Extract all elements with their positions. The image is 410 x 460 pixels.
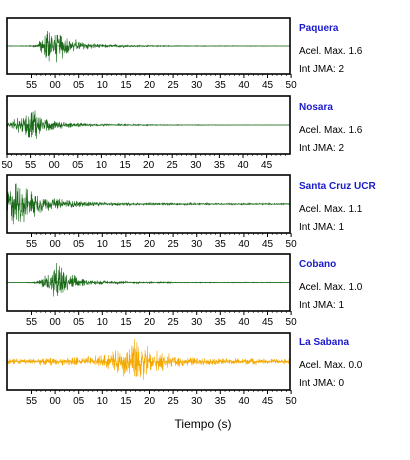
- tick-label-4-4: 15: [120, 317, 132, 328]
- panel-frame-5: [6, 332, 291, 391]
- waveform-4: [6, 262, 291, 297]
- accel-max-1: Acel. Max. 1.6: [299, 46, 363, 57]
- tick-label-3-8: 35: [215, 239, 227, 250]
- tick-label-2-2: 00: [49, 160, 61, 171]
- tick-label-4-8: 35: [215, 317, 227, 328]
- tick-label-5-2: 05: [73, 396, 85, 407]
- tick-label-1-5: 20: [144, 80, 156, 91]
- station-name-5: La Sabana: [299, 337, 350, 348]
- jma-intensity-5: Int JMA: 0: [299, 378, 345, 389]
- tick-label-2-11: 45: [261, 160, 273, 171]
- station-name-4: Cobano: [299, 259, 337, 270]
- tick-label-3-5: 20: [144, 239, 156, 250]
- panel-frame-3: [6, 174, 291, 234]
- tick-label-1-2: 05: [73, 80, 85, 91]
- tick-label-4-5: 20: [144, 317, 156, 328]
- accel-max-5: Acel. Max. 0.0: [299, 360, 363, 371]
- tick-label-1-10: 45: [262, 80, 274, 91]
- tick-label-5-8: 35: [215, 396, 227, 407]
- tick-label-3-1: 00: [50, 239, 62, 250]
- tick-label-3-2: 05: [73, 239, 85, 250]
- tick-label-5-11: 50: [286, 396, 298, 407]
- tick-label-2-7: 25: [167, 160, 179, 171]
- station-name-3: Santa Cruz UCR: [299, 181, 376, 192]
- tick-label-5-4: 15: [120, 396, 132, 407]
- tick-label-2-3: 05: [72, 160, 84, 171]
- tick-label-1-0: 55: [26, 80, 38, 91]
- tick-label-5-6: 25: [168, 396, 180, 407]
- accel-max-2: Acel. Max. 1.6: [299, 125, 363, 136]
- tick-label-4-2: 05: [73, 317, 85, 328]
- tick-label-1-6: 25: [168, 80, 180, 91]
- tick-label-2-6: 20: [143, 160, 155, 171]
- tick-label-3-10: 45: [262, 239, 274, 250]
- jma-intensity-2: Int JMA: 2: [299, 143, 345, 154]
- tick-label-1-4: 15: [120, 80, 132, 91]
- tick-label-5-1: 00: [50, 396, 62, 407]
- tick-label-4-11: 50: [286, 317, 298, 328]
- tick-label-4-0: 55: [26, 317, 38, 328]
- tick-label-3-9: 40: [238, 239, 250, 250]
- tick-label-1-9: 40: [238, 80, 250, 91]
- x-axis-label: Tiempo (s): [0, 417, 410, 431]
- tick-label-5-3: 10: [97, 396, 109, 407]
- tick-label-5-7: 30: [191, 396, 203, 407]
- accel-max-4: Acel. Max. 1.0: [299, 282, 363, 293]
- tick-label-2-9: 35: [214, 160, 226, 171]
- tick-label-2-8: 30: [190, 160, 202, 171]
- tick-label-5-10: 45: [262, 396, 274, 407]
- tick-label-5-0: 55: [26, 396, 38, 407]
- x-axis-label-text: Tiempo (s): [174, 417, 232, 431]
- tick-label-1-7: 30: [191, 80, 203, 91]
- tick-label-5-9: 40: [238, 396, 250, 407]
- tick-label-2-5: 15: [119, 160, 131, 171]
- station-name-2: Nosara: [299, 102, 333, 113]
- tick-label-4-3: 10: [97, 317, 109, 328]
- panel-frame-4: [6, 253, 291, 312]
- tick-label-2-4: 10: [96, 160, 108, 171]
- tick-label-5-5: 20: [144, 396, 156, 407]
- tick-label-3-3: 10: [97, 239, 109, 250]
- tick-label-4-7: 30: [191, 317, 203, 328]
- panel-frame-1: [6, 17, 291, 75]
- station-name-1: Paquera: [299, 23, 339, 34]
- waveform-5: [6, 338, 291, 381]
- tick-label-2-0: 50: [1, 160, 13, 171]
- tick-label-4-6: 25: [168, 317, 180, 328]
- tick-label-3-11: 50: [286, 239, 298, 250]
- waveform-1: [6, 31, 291, 63]
- tick-label-1-1: 00: [50, 80, 62, 91]
- tick-label-4-10: 45: [262, 317, 274, 328]
- tick-label-2-1: 55: [25, 160, 37, 171]
- tick-label-1-3: 10: [97, 80, 109, 91]
- jma-intensity-1: Int JMA: 2: [299, 64, 345, 75]
- jma-intensity-4: Int JMA: 1: [299, 300, 345, 311]
- tick-label-1-11: 50: [286, 80, 298, 91]
- tick-label-3-7: 30: [191, 239, 203, 250]
- tick-label-3-4: 15: [120, 239, 132, 250]
- tick-label-4-9: 40: [238, 317, 250, 328]
- accel-max-3: Acel. Max. 1.1: [299, 204, 363, 215]
- jma-intensity-3: Int JMA: 1: [299, 222, 345, 233]
- tick-label-2-10: 40: [237, 160, 249, 171]
- tick-label-4-1: 00: [50, 317, 62, 328]
- tick-label-3-0: 55: [26, 239, 38, 250]
- tick-label-3-6: 25: [168, 239, 180, 250]
- tick-label-1-8: 35: [215, 80, 227, 91]
